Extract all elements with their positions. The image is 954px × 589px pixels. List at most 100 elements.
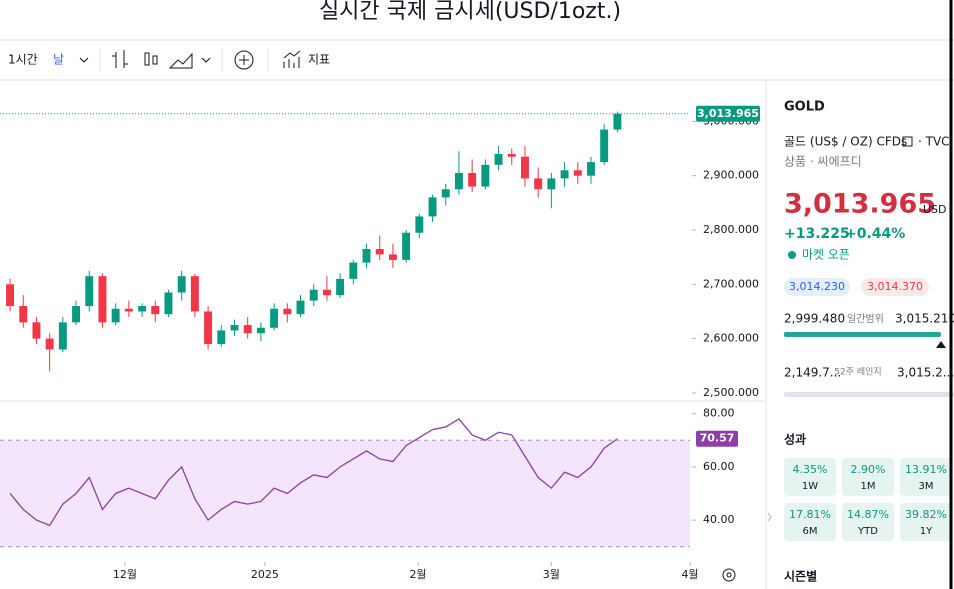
candle-body [362, 249, 371, 263]
y-tick-label: 2,700.000 [703, 277, 759, 290]
candles-icon[interactable] [144, 52, 150, 66]
candle-body [375, 249, 384, 255]
bars-icon[interactable] [112, 50, 128, 68]
symbol: GOLD [784, 100, 825, 115]
change: +13.225 [784, 226, 850, 242]
settings-icon[interactable] [722, 568, 736, 582]
performance-tile [784, 458, 836, 496]
y-tick-label: 2,800.000 [703, 223, 759, 236]
bid: 3,014.230 [789, 280, 845, 293]
candle-body [481, 164, 490, 187]
indicators-icon[interactable] [283, 50, 301, 68]
candle-body [415, 216, 424, 233]
period-button[interactable]: 날 [53, 53, 64, 67]
ask: 3,014.370 [867, 280, 923, 293]
candle-body [428, 197, 437, 217]
compare-icon[interactable] [239, 55, 249, 65]
exchange: · TVC [918, 135, 950, 149]
performance-period: YTD [857, 526, 878, 537]
y-tick-label: 40.00 [703, 513, 735, 526]
rsi-value-box [696, 430, 738, 447]
status-dot [788, 251, 796, 259]
candle-body [283, 308, 292, 315]
rsi-band [0, 440, 690, 547]
performance-tile [842, 503, 894, 541]
year-range-label: 52주 레인지 [834, 367, 881, 378]
candle-body [534, 178, 543, 190]
area-icon[interactable] [168, 52, 193, 69]
day-range-bar [784, 332, 941, 337]
candle-body [190, 276, 199, 312]
performance-value: 13.91% [905, 463, 947, 476]
candle-body [296, 300, 305, 315]
candle-body [336, 278, 345, 296]
candle-body [230, 325, 239, 331]
performance-tile [784, 503, 836, 541]
candle-body [388, 254, 397, 260]
year-range-bar [784, 392, 954, 397]
performance-period: 6M [803, 526, 818, 537]
settings-icon[interactable] [726, 572, 732, 578]
last-price-label: 3,013.965 [697, 107, 759, 120]
candles-icon[interactable] [152, 55, 158, 65]
collapse-icon[interactable] [767, 512, 772, 522]
candle-body [72, 306, 81, 323]
candle-body [454, 172, 463, 190]
performance-value: 14.87% [847, 508, 889, 521]
candle-body [45, 338, 54, 350]
currency: USD [923, 203, 947, 216]
rsi-line [9, 418, 618, 527]
dropdown-icon[interactable] [201, 57, 211, 63]
section-title: 시즌별 [784, 569, 817, 584]
day-high: 3,015.210 [895, 312, 954, 326]
x-tick-label: 3월 [543, 568, 560, 581]
candle-body [151, 306, 160, 315]
symbol-name: 골드 (US$ / OZ) CFDs [784, 135, 907, 149]
candle-body [204, 311, 213, 345]
candle-body [19, 306, 28, 323]
year-low: 2,149.7... [784, 366, 841, 380]
candle-body [243, 325, 252, 334]
performance-value: 2.90% [851, 463, 886, 476]
candle-body [573, 170, 582, 176]
performance-period: 1W [802, 481, 818, 492]
candle-body [32, 322, 41, 339]
candle-body [441, 189, 450, 198]
link-icon[interactable] [902, 136, 913, 147]
y-tick-label: 2,500.000 [703, 386, 759, 399]
compare-icon[interactable] [234, 50, 254, 70]
candle-body [600, 129, 609, 163]
y-tick-label: 2,900.000 [703, 169, 759, 182]
day-range-label: 일간범위 [847, 312, 884, 325]
performance-tile [842, 458, 894, 496]
candle-body [349, 262, 358, 279]
performance-tile [900, 503, 952, 541]
candle-body [613, 113, 622, 130]
candle-body [85, 276, 94, 307]
candle-body [6, 284, 14, 307]
y-tick-label: 60.00 [703, 460, 735, 473]
candle-body [98, 276, 107, 323]
interval-button[interactable]: 1시간 [8, 53, 38, 67]
candle-body [402, 232, 411, 260]
candle-body [494, 153, 503, 165]
x-tick-label: 12월 [113, 568, 137, 581]
y-tick-label: 80.00 [703, 407, 735, 420]
bid-pill [784, 278, 850, 296]
section-title: 성과 [784, 432, 806, 447]
x-tick-label: 2월 [409, 568, 426, 581]
x-tick-label: 2025 [251, 568, 279, 581]
candle-body [468, 172, 477, 187]
rsi-value-label: 70.57 [700, 432, 735, 445]
dropdown-icon[interactable] [79, 57, 89, 63]
candle-body [270, 308, 279, 328]
y-tick-label: 2,600.000 [703, 332, 759, 345]
performance-value: 39.82% [905, 508, 947, 521]
indicators-button[interactable]: 지표 [308, 53, 330, 67]
candle-body [587, 162, 595, 176]
candle-body [217, 330, 226, 345]
page-title: 실시간 국제 금시세(USD/1ozt.) [319, 0, 621, 24]
category: 상품 · 씨에프디 [784, 155, 862, 169]
candle-body [58, 322, 67, 350]
performance-period: 1M [861, 481, 876, 492]
